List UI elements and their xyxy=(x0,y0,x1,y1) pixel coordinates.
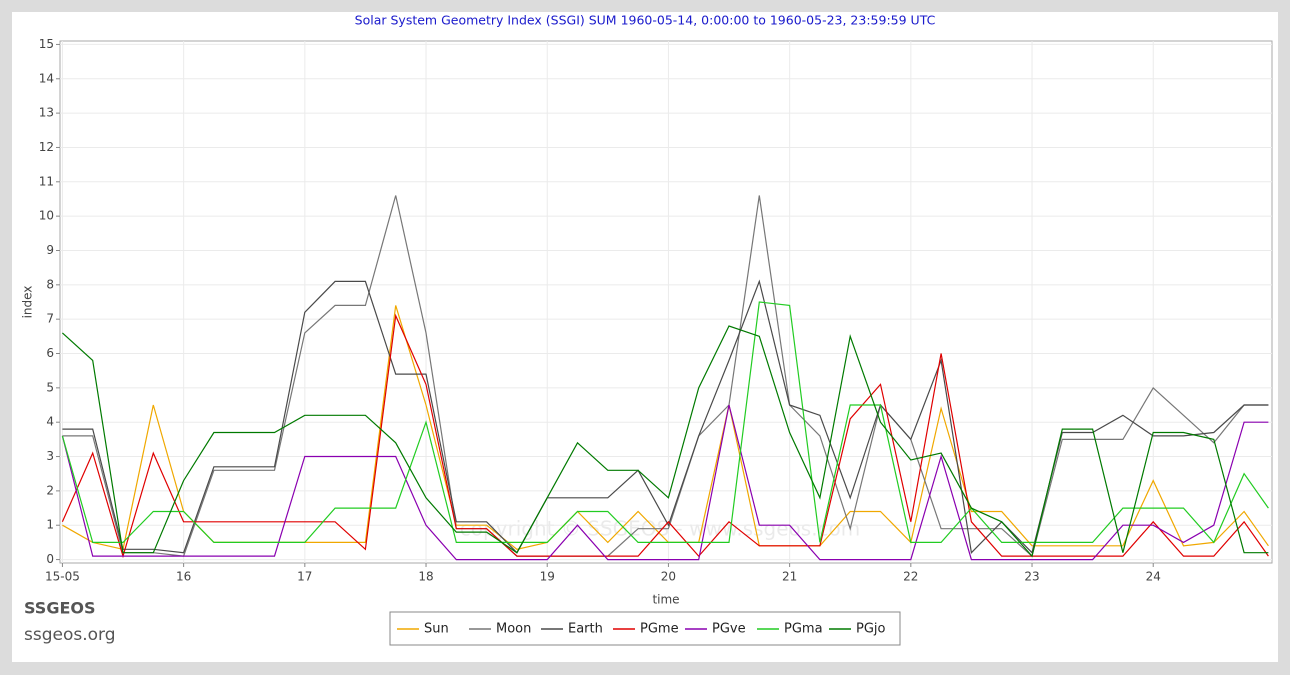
x-tick-label: 18 xyxy=(418,570,433,584)
y-tick-label: 10 xyxy=(39,209,54,223)
brand: SSGEOS xyxy=(24,599,96,618)
y-tick-label: 9 xyxy=(46,243,54,257)
series-line xyxy=(61,301,1269,544)
y-tick-label: 1 xyxy=(46,518,54,532)
y-tick-label: 12 xyxy=(39,140,54,154)
y-tick-label: 13 xyxy=(39,106,54,120)
lines xyxy=(61,195,1269,561)
x-tick-label: 23 xyxy=(1024,570,1039,584)
series-line xyxy=(61,313,1269,559)
y-tick-label: 2 xyxy=(46,483,54,497)
chart-title: Solar System Geometry Index (SSGI) SUM 1… xyxy=(355,13,936,28)
brand-url: ssgeos.org xyxy=(24,625,116,645)
legend-label: PGme xyxy=(640,622,679,637)
legend-label: PGve xyxy=(712,622,746,637)
x-tick-label: 19 xyxy=(540,570,555,584)
y-tick-label: 6 xyxy=(46,346,54,360)
legend-label: Earth xyxy=(568,622,603,637)
series-line xyxy=(62,279,1269,554)
legend-label: Sun xyxy=(424,622,449,637)
x-tick-label: 16 xyxy=(176,570,191,584)
y-tick-label: 5 xyxy=(46,380,54,394)
x-tick-label: 20 xyxy=(661,570,676,584)
legend-label: PGma xyxy=(784,622,823,637)
y-tick-label: 14 xyxy=(39,71,54,85)
x-tick-label: 15-05 xyxy=(45,570,80,584)
plot-area xyxy=(59,40,1273,564)
series-line xyxy=(62,195,1269,558)
y-tick-label: 11 xyxy=(39,174,54,188)
legend-label: PGjo xyxy=(856,622,886,637)
y-axis-label: index xyxy=(21,286,35,319)
series-line xyxy=(61,404,1269,561)
legend-label: Moon xyxy=(496,622,531,637)
x-tick-label: 21 xyxy=(782,570,797,584)
x-axis-label: time xyxy=(652,593,679,607)
x-tick-label: 17 xyxy=(297,570,312,584)
y-tick-label: 15 xyxy=(39,37,54,51)
y-tick-label: 8 xyxy=(46,277,54,291)
x-tick-label: 22 xyxy=(903,570,918,584)
y-tick-label: 0 xyxy=(46,552,54,566)
y-tick-label: 4 xyxy=(46,415,54,429)
y-tick-label: 7 xyxy=(46,312,54,326)
x-tick-label: 24 xyxy=(1146,570,1161,584)
series-line xyxy=(61,325,1269,558)
y-tick-label: 3 xyxy=(46,449,54,463)
